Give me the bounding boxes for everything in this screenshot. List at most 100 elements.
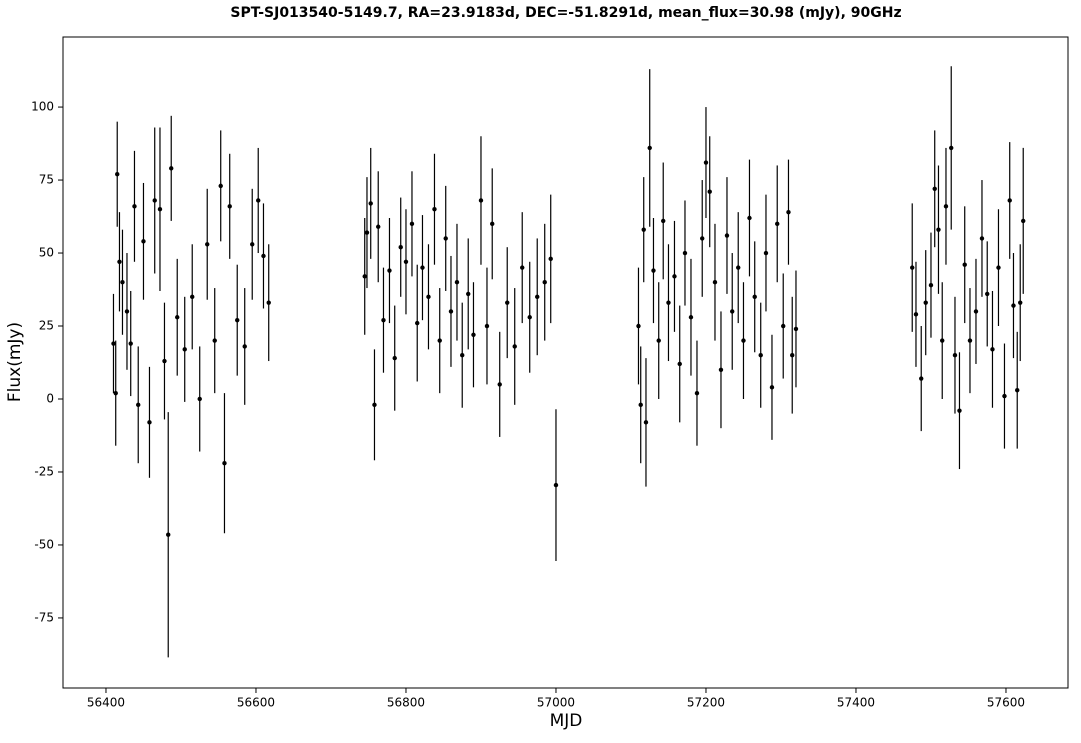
- data-point: [266, 300, 271, 305]
- data-point: [403, 259, 409, 264]
- data-point: [752, 294, 757, 300]
- data-point: [1011, 303, 1016, 308]
- data-point: [166, 532, 171, 537]
- data-point: [949, 145, 954, 151]
- data-point: [666, 300, 671, 305]
- data-point: [712, 280, 718, 285]
- plot-frame: [62, 36, 1069, 689]
- data-point: [793, 326, 799, 332]
- data-point: [242, 344, 247, 349]
- data-point: [638, 402, 643, 408]
- data-point: [694, 390, 700, 396]
- data-point: [730, 309, 735, 314]
- y-tick-label: -50: [34, 537, 54, 551]
- data-point: [672, 274, 677, 279]
- y-tick-label: 100: [31, 100, 54, 114]
- data-point: [700, 236, 705, 241]
- data-point: [919, 376, 924, 381]
- x-tick-label: 56600: [237, 696, 275, 710]
- data-point: [527, 315, 532, 320]
- x-tick-label: 56800: [387, 696, 425, 710]
- data-point: [643, 420, 649, 425]
- chart-title: SPT-SJ013540-5149.7, RA=23.9183d, DEC=-5…: [230, 5, 901, 21]
- data-point: [115, 172, 120, 177]
- data-point: [928, 282, 934, 288]
- data-point: [218, 183, 223, 189]
- y-tick-label: 50: [39, 246, 54, 260]
- data-point: [124, 309, 130, 314]
- data-point: [979, 236, 985, 241]
- data-point: [222, 461, 227, 466]
- data-point: [169, 166, 174, 171]
- x-tick-label: 57000: [537, 696, 575, 710]
- data-point: [460, 353, 465, 358]
- data-point: [943, 204, 949, 209]
- data-point: [157, 207, 163, 212]
- y-axis-label: Flux(mJy): [5, 322, 25, 402]
- data-point: [471, 332, 476, 337]
- data-point: [741, 338, 746, 343]
- x-tick-label: 57200: [687, 696, 725, 710]
- data-point: [152, 198, 157, 203]
- data-point: [781, 323, 786, 329]
- data-point: [910, 265, 915, 270]
- data-point: [398, 244, 403, 250]
- data-point: [197, 396, 202, 402]
- data-point: [967, 338, 973, 343]
- data-point: [936, 227, 941, 232]
- data-point: [647, 145, 652, 151]
- data-point: [718, 367, 724, 372]
- data-point: [688, 315, 694, 320]
- data-point: [957, 408, 962, 413]
- data-point: [542, 280, 547, 285]
- data-point: [985, 291, 990, 297]
- data-point: [490, 221, 495, 227]
- data-point: [387, 268, 392, 273]
- data-point: [996, 265, 1001, 270]
- x-tick-label: 57600: [987, 696, 1025, 710]
- data-point: [497, 382, 502, 387]
- data-point: [409, 221, 415, 227]
- data-point: [212, 338, 217, 343]
- data-point: [368, 201, 373, 206]
- data-point: [512, 344, 517, 349]
- data-point: [1015, 388, 1020, 393]
- x-tick-label: 56400: [87, 696, 125, 710]
- data-point: [362, 274, 367, 279]
- data-point: [952, 353, 958, 358]
- data-point: [111, 341, 116, 346]
- data-point: [128, 341, 133, 346]
- data-point: [227, 204, 232, 209]
- data-point: [443, 236, 448, 241]
- data-point: [448, 309, 454, 314]
- data-point: [261, 253, 266, 259]
- data-point: [641, 227, 646, 232]
- data-point: [736, 265, 741, 270]
- y-tick-label: 0: [46, 391, 54, 405]
- data-point: [478, 198, 484, 203]
- data-point: [120, 280, 125, 285]
- data-point: [940, 338, 945, 343]
- data-point: [913, 312, 919, 317]
- data-point: [364, 230, 370, 235]
- data-point: [235, 317, 240, 323]
- data-point: [786, 209, 791, 215]
- data-point: [932, 186, 937, 192]
- data-point: [724, 233, 730, 238]
- data-point: [437, 338, 442, 343]
- data-point: [520, 265, 525, 270]
- data-point: [250, 242, 255, 247]
- data-point: [381, 317, 386, 323]
- data-point: [747, 215, 752, 221]
- x-axis-label: MJD: [550, 711, 583, 731]
- data-point: [132, 204, 137, 209]
- data-point: [703, 160, 709, 165]
- data-point: [182, 347, 187, 352]
- data-point: [113, 390, 118, 396]
- data-point: [426, 294, 431, 300]
- data-point: [763, 250, 769, 256]
- data-point: [962, 262, 967, 267]
- y-tick-label: -25: [34, 464, 54, 478]
- data-point: [535, 294, 540, 300]
